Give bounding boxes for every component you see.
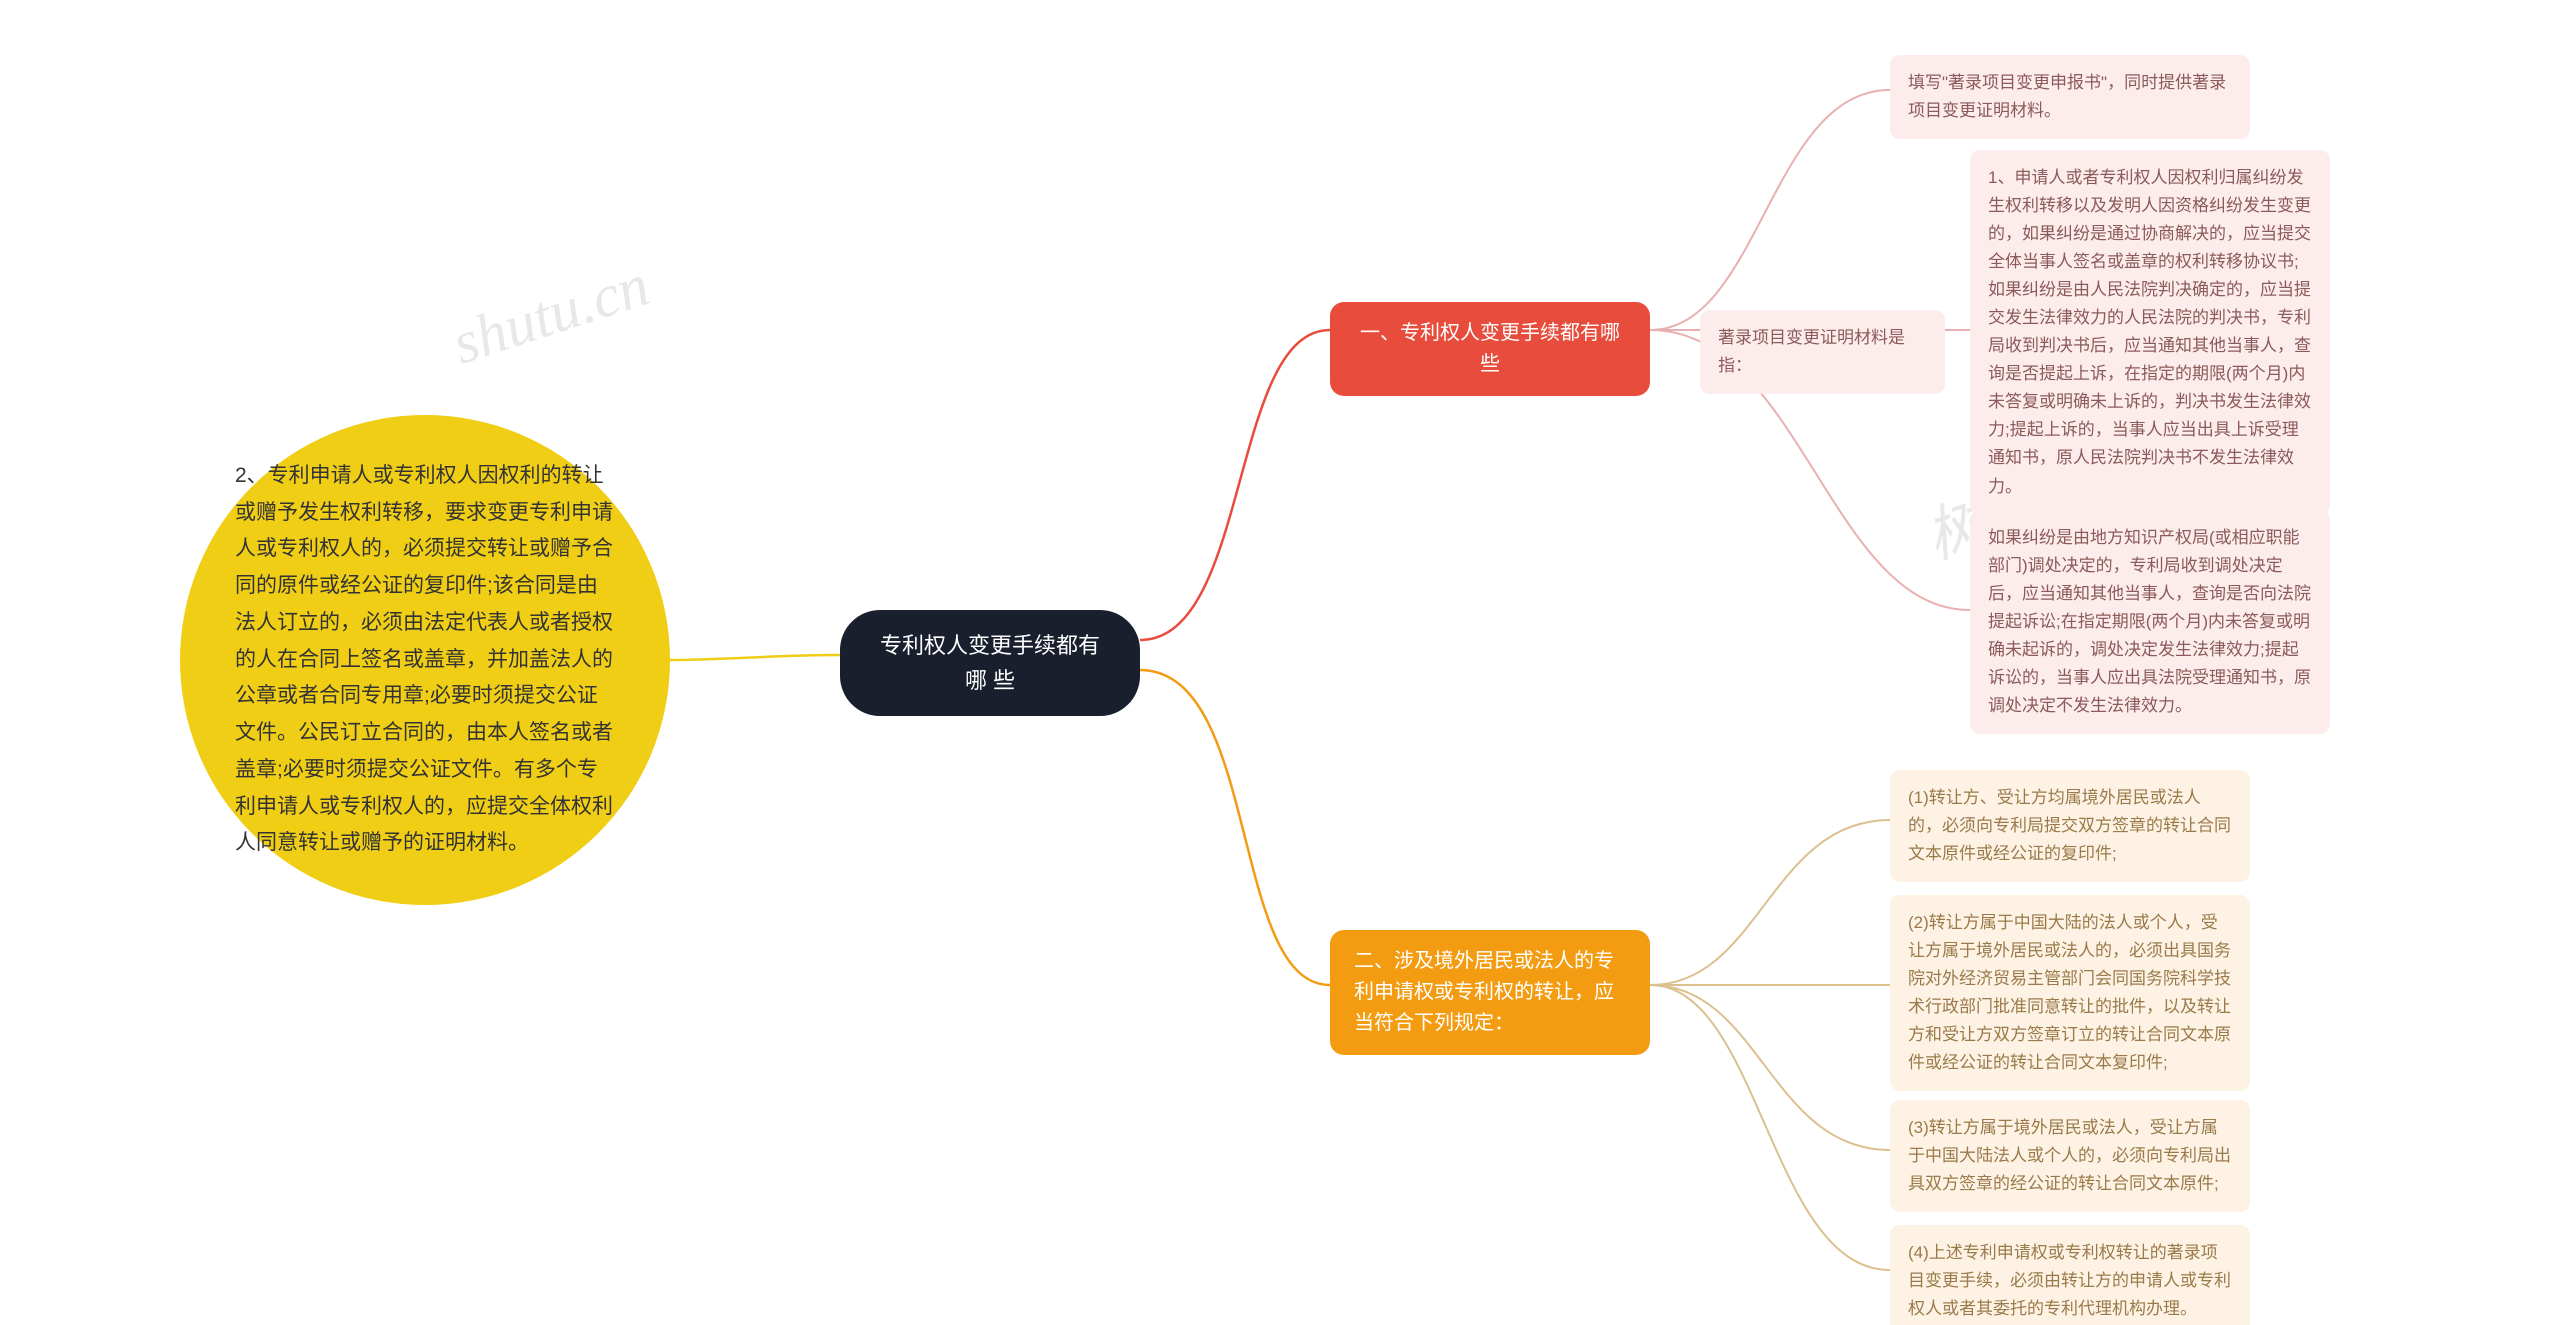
center-label: 专利权人变更手续都有哪 些 bbox=[870, 628, 1110, 698]
leaf-2-3: (4)上述专利申请权或专利权转让的著录项目变更手续，必须由转让方的申请人或专利权… bbox=[1890, 1225, 2250, 1325]
leaf-2-2: (3)转让方属于境外居民或法人，受让方属于中国大陆法人或个人的，必须向专利局出具… bbox=[1890, 1100, 2250, 1212]
leaf-1-2: 1、申请人或者专利权人因权利归属纠纷发生权利转移以及发明人因资格纠纷发生变更的，… bbox=[1970, 150, 2330, 515]
branch-2: 二、涉及境外居民或法人的专利申请权或专利权的转让，应当符合下列规定： bbox=[1330, 930, 1650, 1055]
branch-1-label: 一、专利权人变更手续都有哪些 bbox=[1354, 318, 1626, 380]
watermark-1: shutu.cn bbox=[444, 251, 657, 379]
leaf-2-1: (2)转让方属于中国大陆的法人或个人，受让方属于境外居民或法人的，必须出具国务院… bbox=[1890, 895, 2250, 1091]
left-label: 2、专利申请人或专利权人因权利的转让或赠予发生权利转移，要求变更专利申请人或专利… bbox=[235, 458, 615, 862]
branch-2-label: 二、涉及境外居民或法人的专利申请权或专利权的转让，应当符合下列规定： bbox=[1354, 946, 1626, 1039]
leaf-1-1: 著录项目变更证明材料是指： bbox=[1700, 310, 1945, 394]
branch-1: 一、专利权人变更手续都有哪些 bbox=[1330, 302, 1650, 396]
leaf-1-3: 如果纠纷是由地方知识产权局(或相应职能部门)调处决定的，专利局收到调处决定后，应… bbox=[1970, 510, 2330, 734]
leaf-1-0: 填写"著录项目变更申报书"，同时提供著录项目变更证明材料。 bbox=[1890, 55, 2250, 139]
leaf-2-0: (1)转让方、受让方均属境外居民或法人的，必须向专利局提交双方签章的转让合同文本… bbox=[1890, 770, 2250, 882]
left-node: 2、专利申请人或专利权人因权利的转让或赠予发生权利转移，要求变更专利申请人或专利… bbox=[180, 415, 670, 905]
center-node: 专利权人变更手续都有哪 些 bbox=[840, 610, 1140, 716]
